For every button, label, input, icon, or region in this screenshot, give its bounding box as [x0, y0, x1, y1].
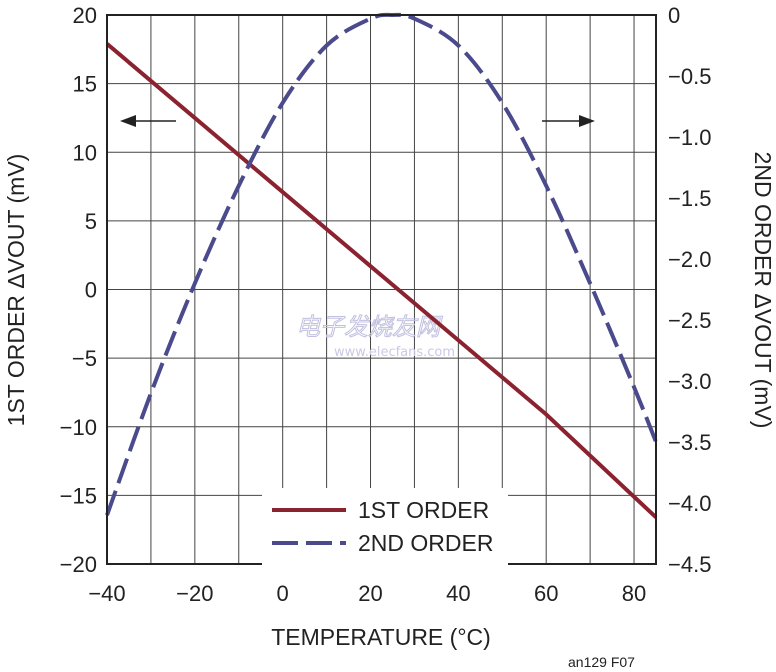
right-arrow-annotation [542, 115, 595, 127]
y2-tick-label: −2.5 [668, 308, 711, 333]
x-tick-label: 60 [534, 581, 558, 606]
watermark: 电子发烧友网 www.elecfans.com [296, 313, 456, 361]
series-line-1st-order [105, 42, 658, 519]
watermark-url: www.elecfans.com [334, 345, 455, 360]
grid [107, 15, 656, 564]
y2-tick-label: −3.0 [668, 369, 711, 394]
y-tick-label: 10 [73, 140, 97, 165]
x-tick-labels: −40 −20 0 20 40 60 80 [88, 581, 646, 606]
x-tick-label: −40 [88, 581, 125, 606]
x-tick-label: −20 [176, 581, 213, 606]
x-tick-label: 80 [622, 581, 646, 606]
series-layer [105, 12, 658, 519]
y-tick-label: −15 [60, 483, 97, 508]
left-arrow-annotation [120, 115, 176, 127]
y-tick-label: −20 [60, 552, 97, 577]
x-tick-label: 20 [358, 581, 382, 606]
y2-tick-label: −4.0 [668, 491, 711, 516]
legend: 1ST ORDER 2ND ORDER [262, 488, 508, 568]
y2-tick-label: −1.0 [668, 125, 711, 150]
y-tick-label: 15 [73, 72, 97, 97]
x-axis-title: TEMPERATURE (°C) [271, 624, 491, 650]
y-tick-label: 0 [85, 278, 97, 303]
y-tick-label: 20 [73, 3, 97, 28]
x-tick-label: 0 [277, 581, 289, 606]
figure-id: an129 F07 [568, 654, 635, 670]
legend-label-1st-order: 1ST ORDER [358, 497, 489, 523]
y2-tick-label: −4.5 [668, 552, 711, 577]
y-tick-label: −10 [60, 415, 97, 440]
y2-tick-label: 0 [668, 3, 680, 28]
legend-label-2nd-order: 2ND ORDER [358, 530, 493, 556]
y2-tick-label: −1.5 [668, 186, 711, 211]
y-axis-title: 1ST ORDER ΔVOUT (mV) [3, 154, 29, 427]
watermark-cn: 电子发烧友网 [296, 313, 443, 341]
y2-tick-label: −3.5 [668, 430, 711, 455]
y2-tick-label: −2.0 [668, 247, 711, 272]
legend-box [262, 488, 508, 568]
y2-axis-title: 2ND ORDER ΔVOUT (mV) [750, 152, 776, 429]
y-tick-label: −5 [72, 346, 97, 371]
x-tick-label: 40 [446, 581, 470, 606]
y-tick-label: 5 [85, 209, 97, 234]
y-tick-labels: 20 15 10 5 0 −5 −10 −15 −20 [60, 3, 97, 577]
y2-tick-label: −0.5 [668, 64, 711, 89]
y2-tick-labels: 0 −0.5 −1.0 −1.5 −2.0 −2.5 −3.0 −3.5 −4.0 −4.5 [668, 3, 711, 577]
